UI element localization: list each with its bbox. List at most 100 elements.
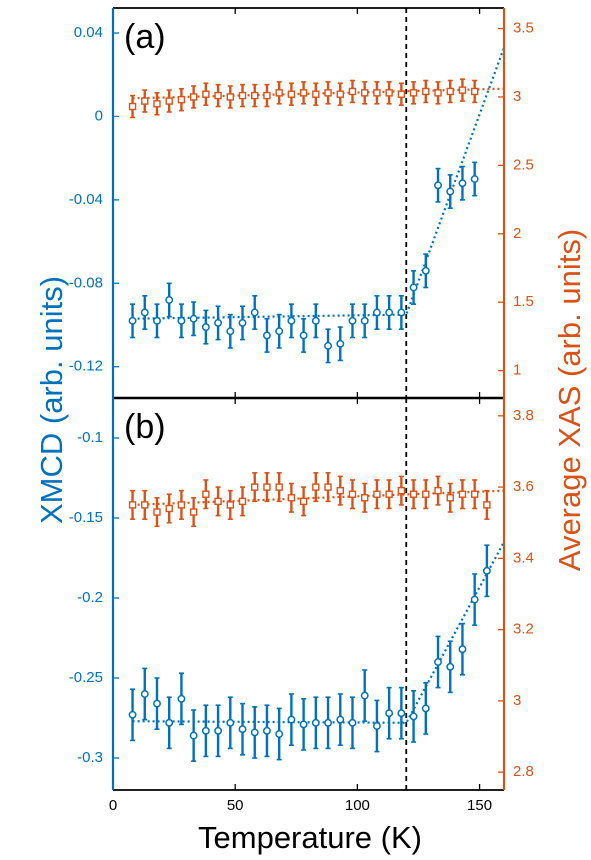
data-point [324, 718, 332, 727]
data-point [153, 316, 161, 325]
right-tick-label: 2.8 [513, 763, 534, 780]
data-point [409, 712, 418, 721]
right-tick-label: 3.8 [513, 407, 534, 424]
left-tick-label: -0.04 [69, 191, 103, 208]
data-point [214, 91, 222, 100]
data-point [251, 91, 259, 100]
right-tick-label: 3 [513, 692, 521, 709]
data-point [324, 341, 332, 350]
data-point [348, 718, 357, 727]
data-point [238, 91, 247, 100]
data-point [336, 486, 344, 495]
data-point [250, 308, 259, 317]
data-point [422, 87, 430, 96]
data-point [214, 497, 222, 506]
x-tick-label: 150 [467, 797, 492, 814]
plot-area [128, 8, 504, 398]
data-point [140, 308, 149, 317]
data-point [275, 327, 284, 336]
right-tick-label: 3 [513, 88, 521, 105]
right-tick-label: 1 [513, 362, 521, 379]
left-tick-label: 0.04 [74, 24, 103, 41]
data-point [361, 89, 369, 97]
data-point [299, 497, 308, 506]
left-tick-label: -0.08 [69, 274, 103, 291]
data-point [458, 179, 467, 188]
data-point [421, 266, 430, 275]
left-tick-label: -0.25 [69, 669, 103, 686]
data-point [275, 730, 284, 738]
data-point [470, 87, 479, 96]
data-point [263, 726, 271, 735]
data-point [177, 95, 186, 104]
series-xmcd [128, 161, 479, 364]
data-point [336, 715, 345, 724]
data-point [177, 694, 186, 703]
data-point [153, 699, 161, 708]
data-point [458, 490, 467, 498]
data-point [202, 490, 210, 498]
data-point [372, 308, 381, 317]
right-tick-label: 2.5 [513, 156, 534, 173]
data-point [275, 89, 283, 97]
data-point [434, 486, 442, 495]
data-point [189, 508, 198, 516]
data-point [434, 181, 442, 190]
data-point [458, 645, 467, 654]
data-point [201, 323, 210, 332]
data-point [226, 718, 235, 727]
fit-line-xmcd [132, 47, 504, 320]
data-point [238, 497, 247, 506]
data-point [311, 718, 320, 727]
panel-label: (a) [124, 18, 166, 56]
data-point [397, 90, 406, 98]
data-point [202, 90, 210, 98]
data-point [348, 87, 357, 96]
data-point [287, 90, 296, 98]
left-tick-label: -0.2 [77, 589, 103, 606]
data-point [385, 709, 394, 718]
x-tick-label: 100 [345, 797, 370, 814]
data-point [361, 494, 369, 502]
data-point [189, 314, 198, 323]
x-axis-label: Temperature (K) [198, 820, 422, 855]
data-point [470, 175, 479, 183]
data-point [251, 483, 259, 491]
data-point [385, 308, 394, 317]
data-point [287, 715, 296, 724]
data-point [385, 89, 393, 97]
data-point [336, 90, 344, 98]
data-point [189, 93, 198, 101]
data-point [373, 89, 381, 97]
data-point [434, 89, 442, 97]
data-point [189, 731, 198, 740]
data-point [287, 316, 296, 325]
data-point [360, 316, 369, 325]
data-point [128, 501, 137, 509]
panel-b: -0.1 -0.15 -0.2 -0.25 -0.3 3.8 3.6 3.4 3.2 3 2.8 0 5… [69, 398, 534, 814]
data-point [165, 97, 173, 105]
data-point [324, 89, 332, 97]
data-point [409, 89, 418, 97]
data-point [177, 316, 186, 325]
left-tick-label: 0 [95, 107, 103, 124]
data-point [128, 102, 137, 111]
data-point [324, 483, 332, 491]
axes-frame [111, 7, 506, 791]
data-point [483, 501, 491, 509]
data-point [238, 318, 247, 327]
right-tick-label: 3.2 [513, 621, 534, 638]
data-point [214, 726, 223, 735]
data-point [311, 316, 320, 325]
data-point [287, 494, 296, 502]
data-point [409, 490, 418, 498]
data-point [275, 483, 283, 491]
data-point [458, 86, 467, 94]
data-point [263, 331, 271, 340]
data-point [226, 327, 235, 336]
data-point [348, 490, 357, 498]
y-axis-label-left: XMCD (arb. units) [34, 276, 69, 524]
data-point [312, 90, 320, 98]
right-tick-label: 3.4 [513, 549, 534, 566]
